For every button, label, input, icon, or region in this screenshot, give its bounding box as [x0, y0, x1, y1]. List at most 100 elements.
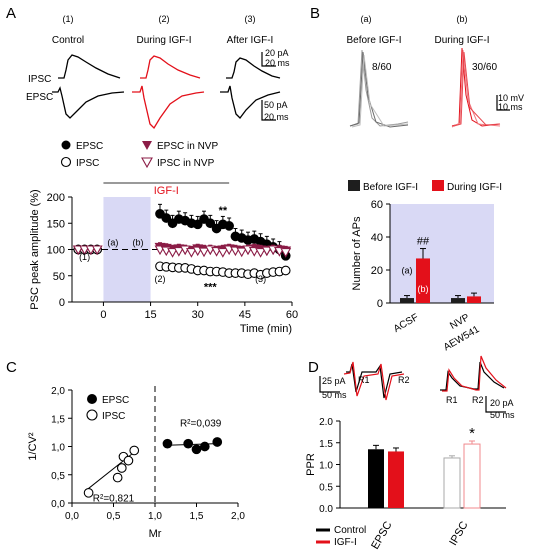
ipsc-trace-after — [226, 57, 281, 79]
epsc-point — [161, 213, 172, 223]
y-tick-label: 0 — [377, 298, 383, 310]
scalebar-a-bottom — [261, 100, 276, 121]
y-tick-label: 0,5 — [51, 471, 65, 482]
scalebar-a-bottom-ms: 20 ms — [264, 112, 289, 122]
epsc-point — [183, 438, 194, 449]
legend-c-epsc-marker — [87, 394, 97, 404]
scalebar-a-top-ms: 20 ms — [265, 58, 290, 68]
y-tick-label: 20 — [371, 265, 383, 277]
ipsc-in-nvp-point — [217, 248, 229, 258]
y-tick-label: 60 — [371, 199, 383, 211]
y-tick-label: 1.5 — [319, 439, 333, 450]
cond1-num: (1) — [63, 14, 74, 24]
cond1-label: Control — [52, 35, 84, 46]
time-course-annotation: (3) — [255, 274, 266, 284]
ipsc-trace-control — [58, 54, 121, 79]
epsc-point — [162, 438, 173, 449]
ap-count-during: 30/60 — [472, 62, 497, 73]
x-category-label: IPSC — [447, 519, 470, 547]
ipsc-in-nvp-point — [91, 245, 103, 256]
cv-analysis-plot: 0,0 0,5 1,0 1,5 2,0 0,0 0,5 1,0 1,5 2,0 Mr 1/CV² R²… — [27, 386, 245, 540]
epsc-point — [199, 441, 210, 452]
ap-annotation: (b) — [418, 284, 429, 294]
epsc-point — [212, 437, 223, 447]
epsc-trace-igf — [132, 85, 205, 130]
ap-bar-during-igf-i — [467, 296, 481, 303]
scalebar-d-left — [319, 376, 340, 393]
ipsc-in-nvp-point — [79, 245, 91, 256]
scalebar-d-left-pa: 25 pA — [322, 376, 346, 386]
ipsc-point — [129, 445, 140, 456]
ipsc-point — [123, 455, 134, 466]
time-course-plot: IGF-I 0 50 100 150 200 0 15 30 45 60 Time (min) PSC… — [29, 182, 298, 335]
x-tick-label: 2,0 — [231, 511, 245, 522]
ap-bar-before-igf-i — [400, 298, 414, 303]
ap-count-bars: (a) (b) ## — [400, 236, 481, 303]
epsc-point — [205, 218, 216, 229]
legend-during-swatch — [432, 180, 444, 191]
y-tick-label: 100 — [47, 245, 65, 257]
y-tick-label: 40 — [371, 232, 383, 244]
ipsc-point — [116, 463, 127, 473]
x-tick-label: 0,0 — [65, 511, 79, 522]
ap-count-before: 8/60 — [372, 62, 392, 73]
trace-b-before-label: Before IGF-I — [346, 35, 401, 46]
ap-bar-during-igf-i — [416, 258, 430, 303]
time-course-axes: 0 50 100 150 200 0 15 30 45 60 Time (min) PSC peak … — [29, 189, 298, 335]
trace-b-before-num: (a) — [361, 14, 372, 24]
y-tick-label: 200 — [47, 192, 65, 204]
cond2-num: (2) — [159, 14, 170, 24]
ppr-bar-control — [443, 457, 461, 509]
scalebar-b-ms: 10 ms — [498, 102, 523, 112]
epsc-r2-label: R²=0,039 — [180, 419, 222, 430]
epsc-point — [192, 219, 203, 230]
ipsc-in-nvp-point — [280, 248, 292, 258]
time-course-series — [72, 203, 292, 280]
scalebar-d-right-ms: 50 ms — [490, 410, 515, 420]
scalebar-d-right — [485, 396, 506, 413]
x-tick-label: 0,5 — [107, 511, 121, 522]
panel-d-label: D — [308, 359, 319, 376]
x-tick-label: 1,0 — [148, 511, 162, 522]
trace-b-during-label: During IGF-I — [434, 35, 489, 46]
cond2-label: During IGF-I — [136, 35, 191, 46]
scalebar-d-left-ms: 50 ms — [322, 390, 347, 400]
ap-annotation: ## — [417, 236, 430, 248]
ipsc-point — [280, 265, 291, 276]
legend-ipsc-label: IPSC — [76, 158, 99, 169]
time-course-annotation: (b) — [133, 237, 144, 247]
legend-c-ipsc-label: IPSC — [102, 411, 125, 422]
scalebar-d-right-pa: 20 pA — [490, 398, 514, 408]
y-tick-label: 1.0 — [319, 461, 333, 472]
ap-trace-during — [451, 47, 501, 128]
y-tick-label: 1,5 — [51, 414, 65, 425]
ipsc-in-nvp-point — [85, 245, 97, 256]
ppr-bar-igf-i — [463, 443, 481, 509]
y-tick-label: 1,0 — [51, 443, 65, 454]
legend-before-label: Before IGF-I — [363, 182, 418, 193]
epsc-point — [224, 221, 234, 231]
legend-epsc-nvp-label: EPSC in NVP — [157, 141, 218, 152]
x-category-label: EPSC — [369, 519, 394, 550]
ipsc-in-nvp-point — [167, 248, 179, 258]
legend-epsc-nvp-marker — [142, 141, 152, 150]
ppr-trace-ipsc — [440, 355, 507, 392]
x-axis-label: Mr — [149, 528, 162, 540]
scalebar-a-top-pa: 20 pA — [265, 48, 289, 58]
scalebar-b — [496, 95, 510, 111]
epsc-trace-label: EPSC — [26, 92, 53, 103]
scalebar-a-top — [261, 52, 276, 67]
scalebar-a-bottom-pa: 50 pA — [264, 100, 288, 110]
y-tick-label: 2,0 — [51, 386, 65, 397]
time-course-annotations: (a) (b)(1)(2) (3)***** — [79, 205, 266, 294]
panel-a-label: A — [6, 5, 16, 22]
ap-bar-before-igf-i — [451, 298, 465, 303]
legend-ipsc-marker — [60, 156, 72, 168]
ipsc-in-nvp-point — [72, 245, 84, 256]
panel-b-label: B — [310, 5, 320, 22]
legend-ipsc-nvp-marker — [141, 157, 153, 169]
epsc-point — [191, 444, 202, 455]
epsc-trace-control — [52, 86, 125, 119]
x-tick-label: 60 — [286, 309, 298, 321]
